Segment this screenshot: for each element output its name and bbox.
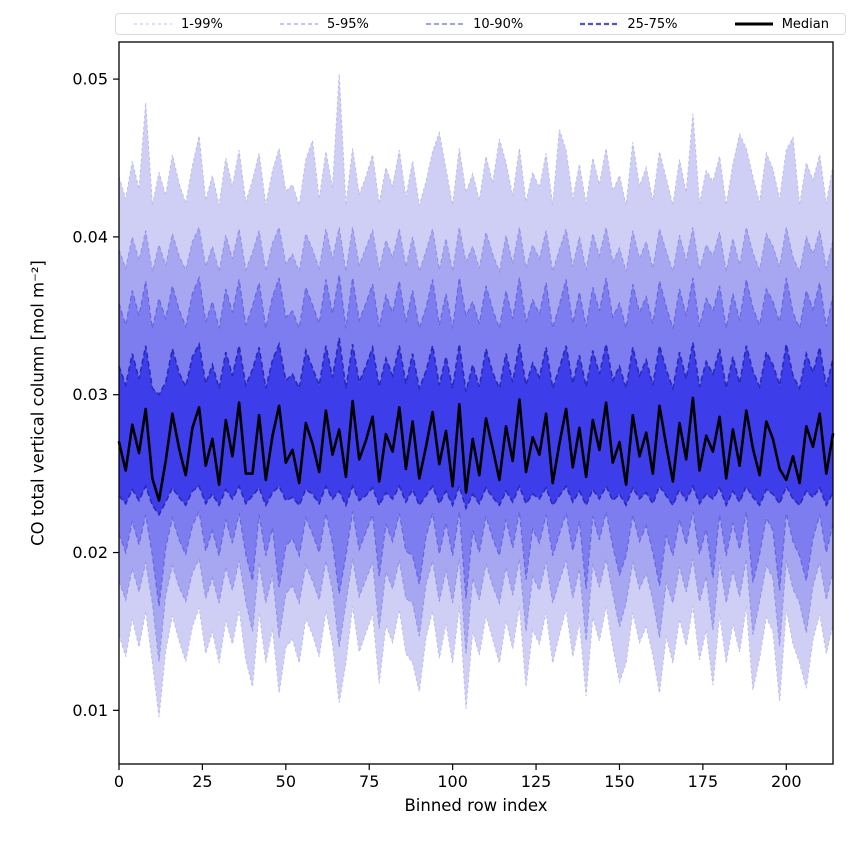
- median-line: [117, 396, 835, 502]
- band-edge-p05: [118, 556, 834, 662]
- y-tick-label: 0.01: [72, 701, 108, 720]
- legend-item: 25-75%: [578, 16, 678, 32]
- y-tick-label: 0.02: [72, 543, 108, 562]
- x-tick-label: 25: [192, 772, 212, 791]
- legend-line-swatch-icon: [580, 22, 619, 26]
- x-tick-label: 175: [688, 772, 719, 791]
- x-tick-label: 75: [359, 772, 379, 791]
- legend-item-label: 10-90%: [473, 16, 524, 32]
- x-tick-label: 0: [114, 772, 124, 791]
- legend-item-label: Median: [781, 16, 829, 32]
- legend-item: 5-95%: [278, 18, 369, 31]
- band-edge-p01: [118, 606, 834, 717]
- band-edge-p75: [118, 337, 834, 397]
- legend-item-label: 25-75%: [627, 16, 678, 32]
- legend-line-swatch-icon: [280, 23, 319, 25]
- band-edge-p10: [118, 509, 834, 607]
- band-edge-p95: [118, 225, 834, 274]
- band-edge-p99: [118, 74, 834, 206]
- legend-line-swatch-icon: [134, 23, 172, 25]
- x-tick-label: 50: [276, 772, 296, 791]
- legend-item: 1-99%: [132, 18, 223, 31]
- legend-line-swatch-icon: [426, 23, 465, 25]
- y-tick-label: 0.05: [72, 70, 108, 89]
- x-tick-label: 100: [437, 772, 468, 791]
- x-tick-label: 150: [604, 772, 635, 791]
- legend-item-label: 5-95%: [327, 16, 369, 32]
- band-edge-p90: [118, 274, 834, 331]
- x-tick-label: 125: [521, 772, 552, 791]
- x-axis-label: Binned row index: [404, 796, 548, 815]
- legend-item-label: 1-99%: [181, 16, 223, 32]
- legend: 1-99% 5-95% 10-90% 25-75% Median: [115, 13, 846, 35]
- legend-line-swatch-icon: [734, 22, 773, 26]
- axes-frame: [118, 41, 834, 765]
- x-tick-label: 200: [771, 772, 802, 791]
- legend-item: 10-90%: [424, 18, 523, 31]
- y-tick-label: 0.04: [72, 227, 108, 246]
- y-tick-label: 0.03: [72, 385, 108, 404]
- legend-item: Median: [733, 18, 829, 31]
